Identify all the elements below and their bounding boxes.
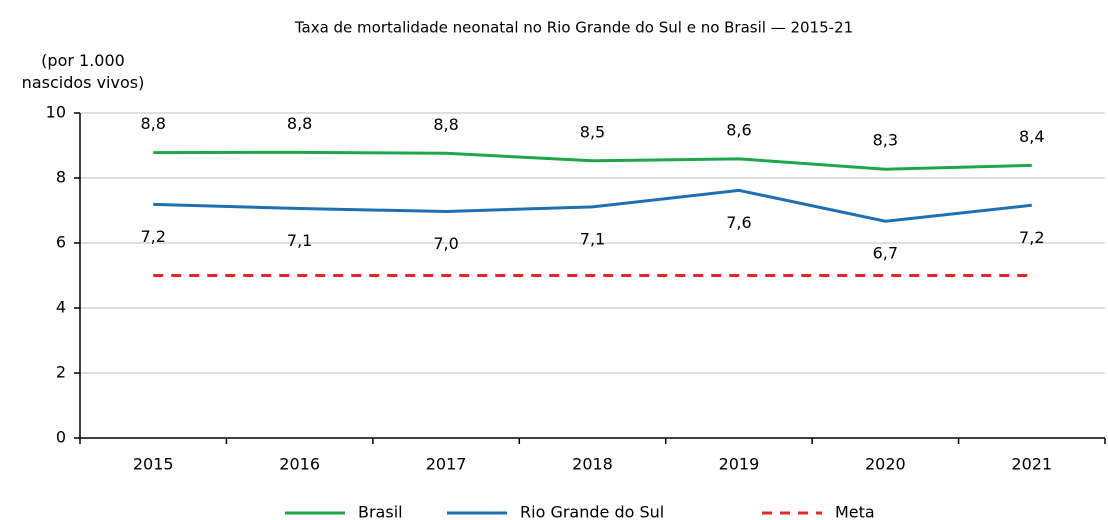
data-label: 8,8 (140, 114, 165, 133)
chart-title: Taxa de mortalidade neonatal no Rio Gran… (294, 19, 853, 37)
data-label: 7,1 (287, 231, 312, 250)
x-tick-label: 2018 (572, 455, 613, 474)
data-label: 6,7 (873, 244, 898, 263)
x-tick-label: 2017 (426, 455, 467, 474)
y-tick-label: 0 (56, 428, 66, 447)
data-label: 8,8 (287, 114, 312, 133)
data-label: 8,6 (726, 120, 751, 139)
data-label: 7,6 (726, 213, 751, 232)
y-tick-label: 6 (56, 233, 66, 252)
y-tick-label: 4 (56, 298, 66, 317)
legend-label: Meta (835, 503, 875, 520)
data-label: 8,3 (873, 131, 898, 150)
data-label: 8,4 (1019, 127, 1044, 146)
y-tick-label: 8 (56, 168, 66, 187)
data-label: 7,1 (580, 229, 605, 248)
legend-label: Brasil (358, 503, 403, 520)
x-tick-label: 2020 (865, 455, 906, 474)
data-label: 8,5 (580, 122, 605, 141)
x-tick-label: 2021 (1011, 455, 1052, 474)
y-tick-label: 10 (46, 103, 66, 122)
data-label: 7,2 (1019, 228, 1044, 247)
x-tick-label: 2019 (719, 455, 760, 474)
legend-label: Rio Grande do Sul (520, 503, 664, 520)
x-tick-label: 2016 (279, 455, 320, 474)
series-line (153, 188, 1032, 223)
data-label: 7,0 (433, 234, 458, 253)
data-label: 7,2 (140, 227, 165, 246)
y-axis-label: (por 1.000 nascidos vivos) (21, 51, 145, 92)
x-tick-label: 2015 (133, 455, 174, 474)
data-label: 8,8 (433, 115, 458, 134)
series-line (153, 150, 1032, 171)
y-tick-label: 2 (56, 363, 66, 382)
